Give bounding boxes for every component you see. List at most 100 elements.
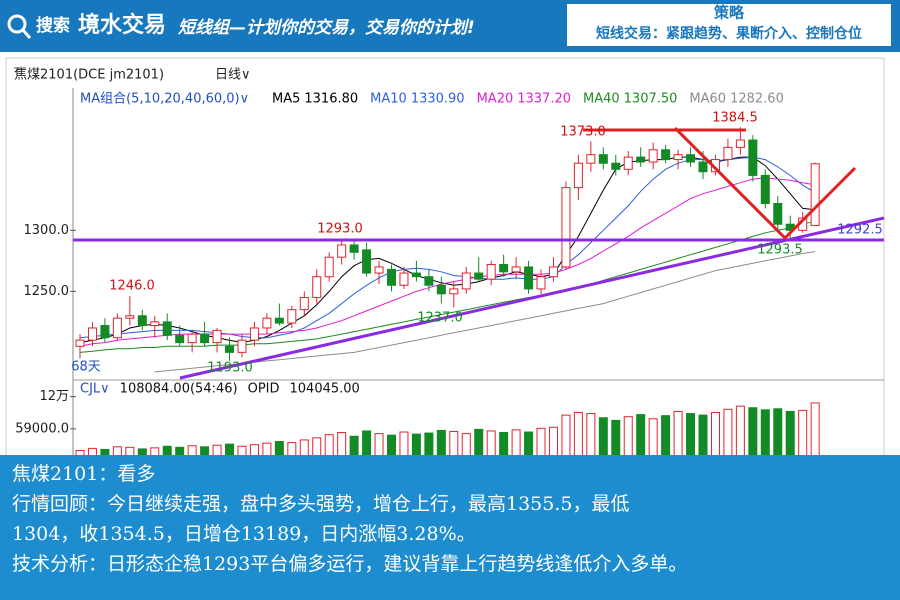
volume-bar [150,447,160,455]
candle-body [262,317,272,329]
volume-bar [511,429,521,455]
volume-bar [187,445,197,455]
volume-tick-label: 59000.0 [15,421,69,436]
candle-body [150,321,160,327]
candle-body [773,202,783,225]
candle-body [511,266,521,273]
volume-bar [499,432,509,455]
chart-frame [5,57,885,455]
volume-bar [548,426,558,455]
legend-value: 1282.60 [730,92,784,107]
volume-bar [698,414,708,455]
volume-bar [798,409,808,455]
candle-body [524,266,534,290]
candle-body [312,276,322,298]
slogan: 短线组—计划你的交易，交易你的计划! [178,18,475,38]
volume-header: CJL∨ [80,382,110,397]
period: 日线∨ [215,68,251,83]
volume-bar [773,408,783,455]
volume-bar [723,408,733,455]
volume-bar [474,428,484,455]
volume-bar [362,430,372,455]
candle-body [125,315,135,319]
volume-bar [598,417,608,455]
volume-bar [673,410,683,455]
commentary-line: 技术分析：日形态企稳1293平台偏多运行，建议背靠上行趋势线逢低介入多单。 [12,553,688,575]
brand: 境水交易 [78,12,166,38]
volume-bar [349,435,359,455]
candle-body [299,296,309,311]
candle-body [399,272,409,286]
volume-bar [561,414,571,455]
chart: 搜索 境水交易 短线组—计划你的交易，交易你的计划! 策略 短线交易：紧跟趋势、… [0,0,900,455]
price-annotation: 1293.0 [317,222,363,237]
volume-bar [636,414,646,455]
volume-bar [449,430,459,455]
volume-bar [436,429,446,455]
volume-bar [200,446,210,455]
volume-bar [524,431,534,455]
volume-bar [611,419,621,455]
commentary: 焦煤2101：看多 行情回顾：今日继续走强，盘中多头强势，增仓上行，最高1355… [0,455,900,600]
candle-body [249,327,259,341]
y-tick-label: 1300.0 [24,223,70,238]
volume-bar [225,443,235,455]
volume-bar [262,442,272,455]
volume-bar [75,449,85,455]
candle-body [735,139,745,148]
candle-body [387,268,396,286]
commentary-line: 焦煤2101：看多 [12,463,156,485]
volume-bar [87,447,97,455]
candle-body [362,249,372,274]
candle-body [287,309,297,324]
y-tick-label: 1250.0 [24,284,70,299]
trend-line [179,216,885,380]
volume-header: 108084.00(54:46) [120,382,238,397]
legend-name: MA60 [689,92,726,107]
legend-name: MA10 [370,92,407,107]
candle-body [598,154,608,164]
volume-bar [337,432,347,455]
price-annotation: 1384.5 [712,111,758,126]
candle-body [187,333,197,344]
volume-bar [411,433,421,455]
candle-body [573,162,583,189]
symbol: 焦煤2101(DCE jm2101) [14,68,164,83]
candle-body [324,256,334,278]
candle-body [274,317,284,324]
volume-bar [100,448,110,455]
legend-value: 1330.90 [411,92,465,107]
candle-body [723,146,733,161]
candle-body [75,339,85,347]
volume-bar [586,413,596,455]
candle-body [200,333,210,344]
candle-body [586,154,596,164]
volume-bar [760,409,770,455]
price-annotation: 68天 [71,360,101,375]
candle-body [673,154,683,161]
candle-body [175,334,185,344]
candle-body [661,149,671,161]
volume-bar [536,427,546,455]
candle-body [137,315,147,327]
price-annotation: 1373.0 [560,125,606,140]
search: 搜索 [36,15,70,36]
volume-bar [387,434,396,455]
volume-bar [461,433,471,455]
volume-bar [374,433,384,455]
candle-body [461,272,471,290]
volume-bar [162,445,172,455]
annotation-lines [73,126,885,380]
volume-bar [424,432,434,455]
legend-value: 1316.80 [304,92,358,107]
candle-body [87,327,97,341]
candle-body [424,276,434,286]
search-icon [7,14,27,34]
volume-bar [735,405,745,455]
search-icon-handle [21,29,32,39]
volume-bar [710,411,720,455]
candle-body [225,345,235,353]
volume-header: 104045.00 [290,382,360,397]
candle-body [436,284,446,295]
